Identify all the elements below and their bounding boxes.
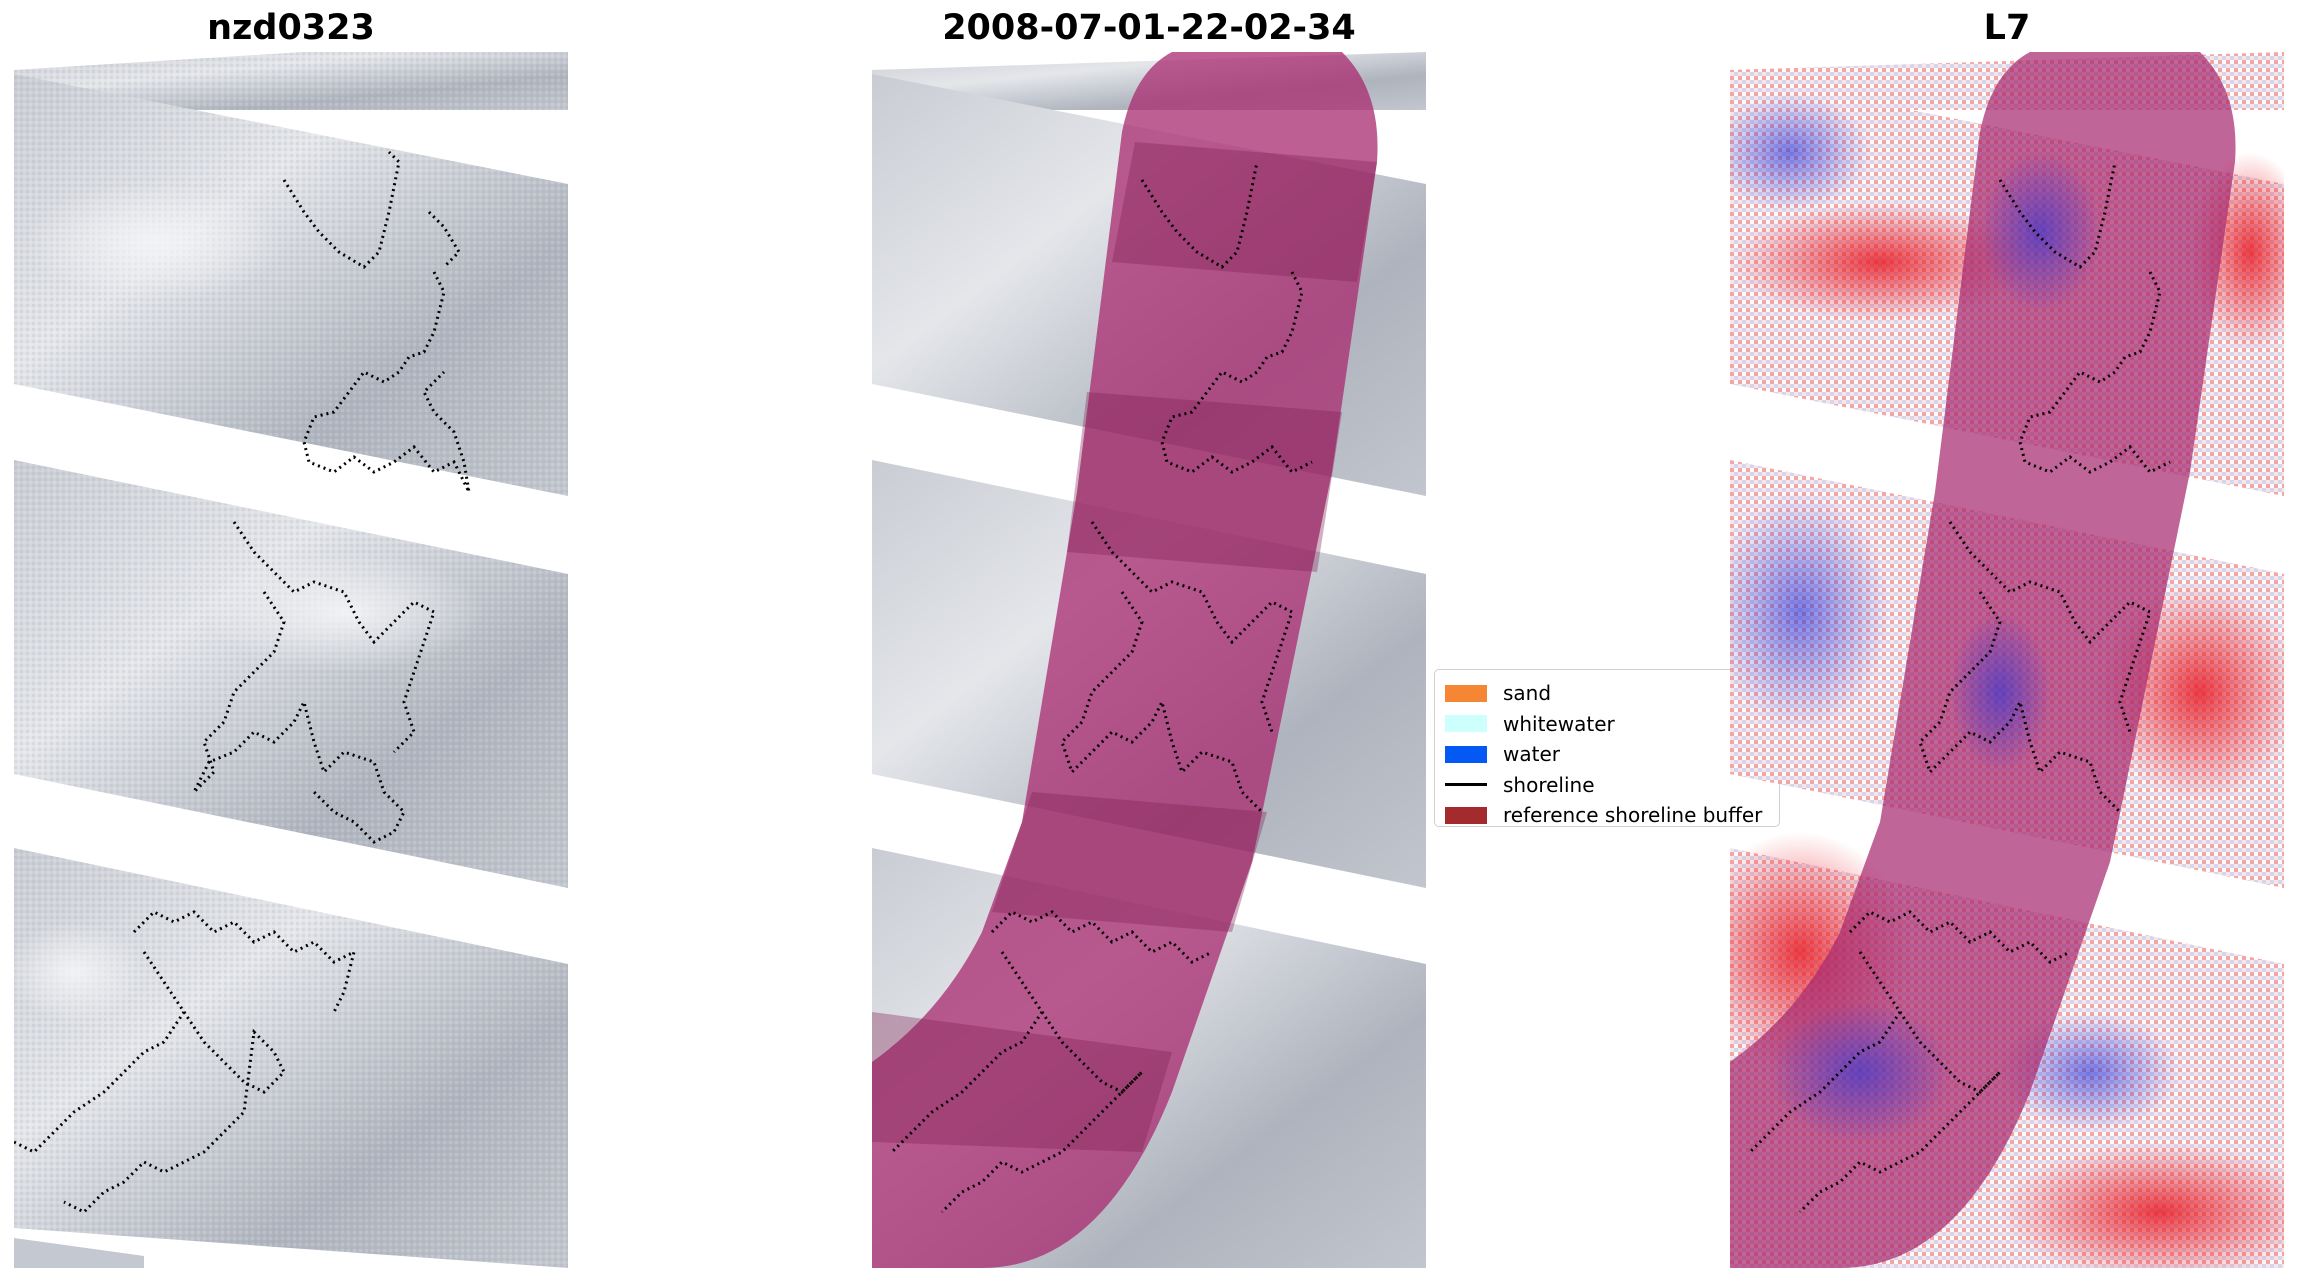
image-strips [14, 52, 568, 1268]
shoreline-detected [890, 161, 1313, 1214]
legend-swatch-water [1445, 745, 1487, 763]
legend-swatch-whitewater [1445, 715, 1487, 733]
legend-item-whitewater: whitewater [1445, 709, 1769, 740]
center-panel-title: 2008-07-01-22-02-34 [942, 8, 1356, 48]
legend-swatch-sand [1445, 684, 1487, 702]
buffer-overlay-image [872, 52, 1426, 1268]
legend-item-water: water [1445, 739, 1769, 770]
legend-item-sand: sand [1445, 678, 1769, 709]
legend-label: sand [1503, 681, 1552, 706]
right-panel-title: L7 [1983, 8, 2031, 48]
index-map-image [1730, 52, 2284, 1268]
rgb-image-panel [14, 52, 568, 1268]
legend-item-shoreline: shoreline [1445, 770, 1769, 801]
buffer-overlay-panel [872, 52, 1426, 1268]
shoreline-detected [14, 150, 471, 1214]
legend-label: reference shoreline buffer [1503, 803, 1763, 828]
legend-line-shoreline [1445, 783, 1487, 787]
shoreline-detected [1748, 161, 2171, 1214]
left-panel-title: nzd0323 [207, 8, 375, 48]
legend-item-reference-buffer: reference shoreline buffer [1445, 800, 1769, 831]
legend-label: shoreline [1503, 772, 1595, 797]
index-map-panel [1730, 52, 2284, 1268]
legend: sand whitewater water shoreline referenc… [1434, 669, 1780, 827]
legend-swatch-reference-buffer [1445, 806, 1487, 824]
legend-label: whitewater [1503, 711, 1615, 736]
rgb-image [14, 52, 568, 1268]
legend-label: water [1503, 742, 1560, 767]
